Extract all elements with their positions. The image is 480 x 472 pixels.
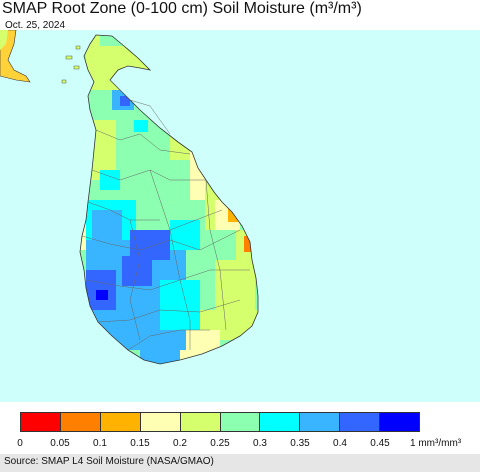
legend-swatch xyxy=(300,413,341,431)
legend-swatch xyxy=(180,413,221,431)
legend-tick: 0 xyxy=(17,438,23,449)
soil-moisture-field xyxy=(80,35,258,364)
small-islands xyxy=(61,45,81,84)
legend-tick: 0.25 xyxy=(210,438,230,449)
legend-swatch xyxy=(220,413,261,431)
legend-swatch xyxy=(380,413,420,431)
legend-tick: 0.05 xyxy=(50,438,70,449)
legend-tick: 0.15 xyxy=(130,438,150,449)
legend-tick: 0.3 xyxy=(253,438,267,449)
legend-tick: 0.2 xyxy=(173,438,187,449)
legend-swatch xyxy=(260,413,301,431)
legend-tick: 0.1 xyxy=(93,438,107,449)
legend-ticks: 0 0.05 0.1 0.15 0.2 0.25 0.3 0.35 0.4 0.… xyxy=(0,438,480,452)
map-date: Oct. 25, 2024 xyxy=(5,20,66,31)
legend-colorbar xyxy=(20,412,420,432)
footer-bar: Source: SMAP L4 Soil Moisture (NASA/GMAO… xyxy=(0,454,480,472)
india-coast-strip xyxy=(0,30,8,50)
map-area xyxy=(0,30,480,402)
legend-unit: 1 mm³/mm³ xyxy=(410,438,462,449)
legend-swatch xyxy=(340,413,381,431)
map-title: SMAP Root Zone (0-100 cm) Soil Moisture … xyxy=(2,0,362,17)
legend-tick: 0.35 xyxy=(290,438,310,449)
legend-swatch xyxy=(100,413,141,431)
legend-swatch xyxy=(60,413,101,431)
legend-swatch xyxy=(140,413,181,431)
source-credit: Source: SMAP L4 Soil Moisture (NASA/GMAO… xyxy=(4,456,214,467)
legend-swatch xyxy=(21,413,61,431)
sri-lanka-map xyxy=(0,30,259,365)
district-boundaries xyxy=(81,79,250,351)
legend-tick: 0.45 xyxy=(370,438,390,449)
legend-tick: 0.4 xyxy=(333,438,347,449)
india-coast xyxy=(0,30,31,83)
